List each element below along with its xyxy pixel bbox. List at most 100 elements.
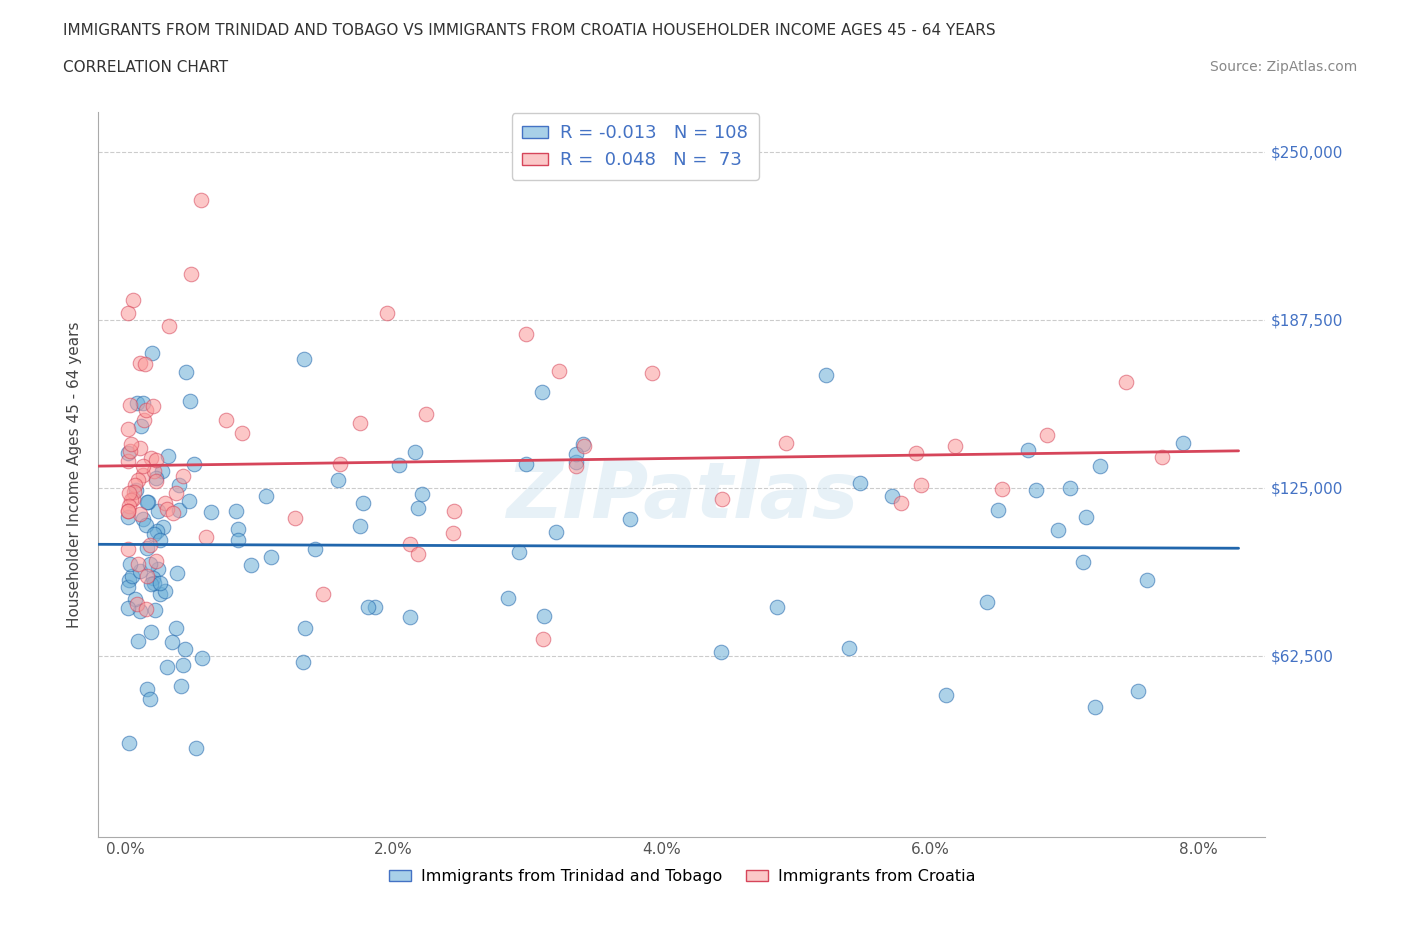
Point	[765, 599, 787, 614]
Point	[848, 475, 870, 490]
Point	[284, 511, 307, 525]
Point	[125, 483, 148, 498]
Point	[172, 469, 194, 484]
Point	[136, 495, 159, 510]
Point	[139, 538, 162, 552]
Point	[1073, 555, 1095, 570]
Point	[149, 576, 172, 591]
Point	[375, 306, 398, 321]
Point	[406, 501, 429, 516]
Point	[145, 553, 167, 568]
Point	[139, 556, 162, 571]
Point	[153, 496, 176, 511]
Point	[441, 526, 464, 541]
Point	[387, 458, 409, 472]
Point	[143, 527, 166, 542]
Point	[352, 496, 374, 511]
Point	[890, 496, 912, 511]
Point	[129, 564, 152, 578]
Point	[145, 473, 167, 488]
Point	[880, 489, 903, 504]
Point	[304, 541, 326, 556]
Point	[292, 655, 315, 670]
Point	[157, 318, 180, 333]
Point	[146, 562, 169, 577]
Point	[990, 482, 1012, 497]
Text: IMMIGRANTS FROM TRINIDAD AND TOBAGO VS IMMIGRANTS FROM CROATIA HOUSEHOLDER INCOM: IMMIGRANTS FROM TRINIDAD AND TOBAGO VS I…	[63, 23, 995, 38]
Point	[572, 438, 595, 453]
Point	[165, 485, 187, 500]
Point	[195, 530, 218, 545]
Point	[124, 478, 146, 493]
Point	[641, 365, 664, 380]
Point	[515, 457, 537, 472]
Point	[122, 292, 145, 307]
Point	[117, 504, 139, 519]
Point	[125, 596, 148, 611]
Point	[231, 426, 253, 441]
Point	[127, 557, 149, 572]
Point	[142, 464, 165, 479]
Point	[135, 602, 157, 617]
Point	[508, 545, 530, 560]
Point	[117, 421, 139, 436]
Point	[139, 451, 162, 466]
Point	[349, 415, 371, 430]
Point	[398, 610, 420, 625]
Point	[117, 601, 139, 616]
Text: CORRELATION CHART: CORRELATION CHART	[63, 60, 228, 75]
Point	[118, 572, 141, 587]
Point	[1115, 375, 1137, 390]
Point	[1074, 510, 1097, 525]
Point	[167, 478, 190, 493]
Point	[122, 485, 145, 499]
Point	[143, 603, 166, 618]
Point	[127, 633, 149, 648]
Point	[260, 550, 283, 565]
Point	[146, 524, 169, 538]
Point	[1084, 699, 1107, 714]
Point	[443, 503, 465, 518]
Point	[118, 398, 141, 413]
Point	[152, 519, 174, 534]
Point	[118, 557, 141, 572]
Point	[162, 506, 184, 521]
Point	[129, 355, 152, 370]
Point	[134, 357, 156, 372]
Point	[117, 541, 139, 556]
Point	[987, 503, 1010, 518]
Point	[294, 620, 316, 635]
Point	[141, 624, 163, 639]
Point	[121, 492, 143, 507]
Point	[312, 586, 335, 601]
Point	[775, 436, 797, 451]
Point	[117, 498, 139, 513]
Point	[531, 631, 554, 646]
Point	[710, 492, 733, 507]
Point	[1128, 684, 1150, 698]
Point	[943, 439, 966, 454]
Point	[349, 519, 371, 534]
Point	[162, 634, 184, 649]
Point	[135, 495, 157, 510]
Point	[1150, 450, 1173, 465]
Point	[572, 437, 595, 452]
Point	[180, 267, 202, 282]
Point	[124, 591, 146, 606]
Point	[153, 584, 176, 599]
Point	[120, 493, 142, 508]
Point	[117, 510, 139, 525]
Point	[565, 455, 588, 470]
Point	[1059, 481, 1081, 496]
Point	[166, 565, 188, 580]
Point	[117, 503, 139, 518]
Point	[142, 399, 165, 414]
Point	[1171, 436, 1194, 451]
Point	[128, 506, 150, 521]
Point	[565, 446, 588, 461]
Point	[186, 741, 208, 756]
Y-axis label: Householder Income Ages 45 - 64 years: Householder Income Ages 45 - 64 years	[67, 321, 83, 628]
Point	[1017, 443, 1039, 458]
Point	[1090, 458, 1112, 473]
Point	[117, 306, 139, 321]
